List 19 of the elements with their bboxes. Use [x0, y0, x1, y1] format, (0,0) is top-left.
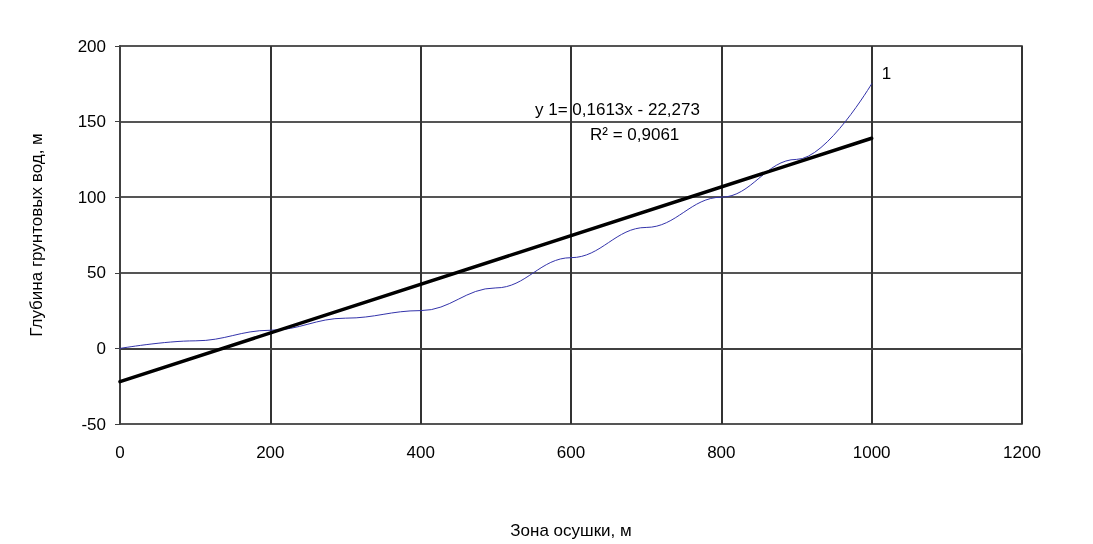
x-tick-label: 200: [256, 443, 285, 462]
x-tick-label: 1000: [852, 443, 891, 462]
x-tick-label: 800: [707, 443, 736, 462]
line-series: [119, 83, 873, 349]
x-tick-label: 600: [556, 443, 586, 462]
annotation: y 1= 0,1613x - 22,273: [535, 100, 700, 119]
series-label: 1: [881, 64, 892, 84]
x-axis-title: Зона осушки, м: [510, 521, 632, 540]
annotation: R² = 0,9061: [590, 125, 680, 144]
y-axis-title: Глубина грунтовых вод, м: [27, 133, 46, 337]
y-tick-label: 0: [96, 338, 106, 358]
y-tick-label: 150: [77, 112, 106, 132]
x-tick-label: 400: [406, 443, 435, 462]
x-tick-label: 0: [115, 443, 125, 462]
y-tick-label: 50: [87, 263, 106, 283]
y-tick-label: 100: [77, 187, 106, 207]
x-tick-label: 1200: [1003, 443, 1041, 462]
y-tick-label: -50: [81, 414, 106, 434]
y-tick-label: 200: [77, 36, 106, 56]
